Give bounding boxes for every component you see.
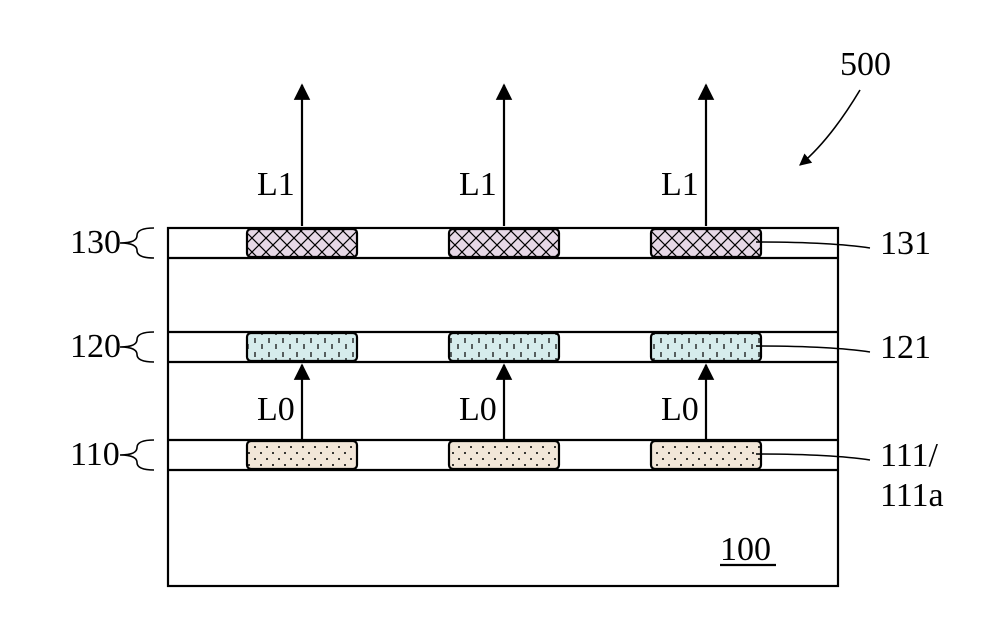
element-111	[247, 441, 357, 469]
leader-121-leader	[756, 346, 870, 352]
leader-111-leader	[756, 454, 870, 460]
leader-131-leader	[756, 242, 870, 248]
b120-label: 120	[70, 328, 121, 365]
b130-label: 130	[70, 224, 121, 261]
element-111	[449, 441, 559, 469]
leader-111-label-2: 111a	[880, 477, 944, 514]
figure-number-pointer	[800, 90, 860, 165]
l1-label: L1	[459, 166, 497, 203]
l1-label: L1	[257, 166, 295, 203]
element-121	[247, 333, 357, 361]
element-131	[247, 229, 357, 257]
figure-number: 500	[840, 46, 891, 83]
element-121	[449, 333, 559, 361]
element-111	[651, 441, 761, 469]
element-121	[651, 333, 761, 361]
l1-label: L1	[661, 166, 699, 203]
l0-label: L0	[661, 391, 699, 428]
element-131	[449, 229, 559, 257]
l0-label: L0	[257, 391, 295, 428]
substrate-label: 100	[720, 531, 771, 568]
leader-111-label: 111/	[880, 437, 938, 474]
b110-brace	[120, 440, 154, 470]
leader-121-label: 121	[880, 329, 931, 366]
l0-label: L0	[459, 391, 497, 428]
b120-brace	[120, 332, 154, 362]
b130-brace	[120, 228, 154, 258]
element-131	[651, 229, 761, 257]
b110-label: 110	[70, 436, 120, 473]
leader-131-label: 131	[880, 225, 931, 262]
